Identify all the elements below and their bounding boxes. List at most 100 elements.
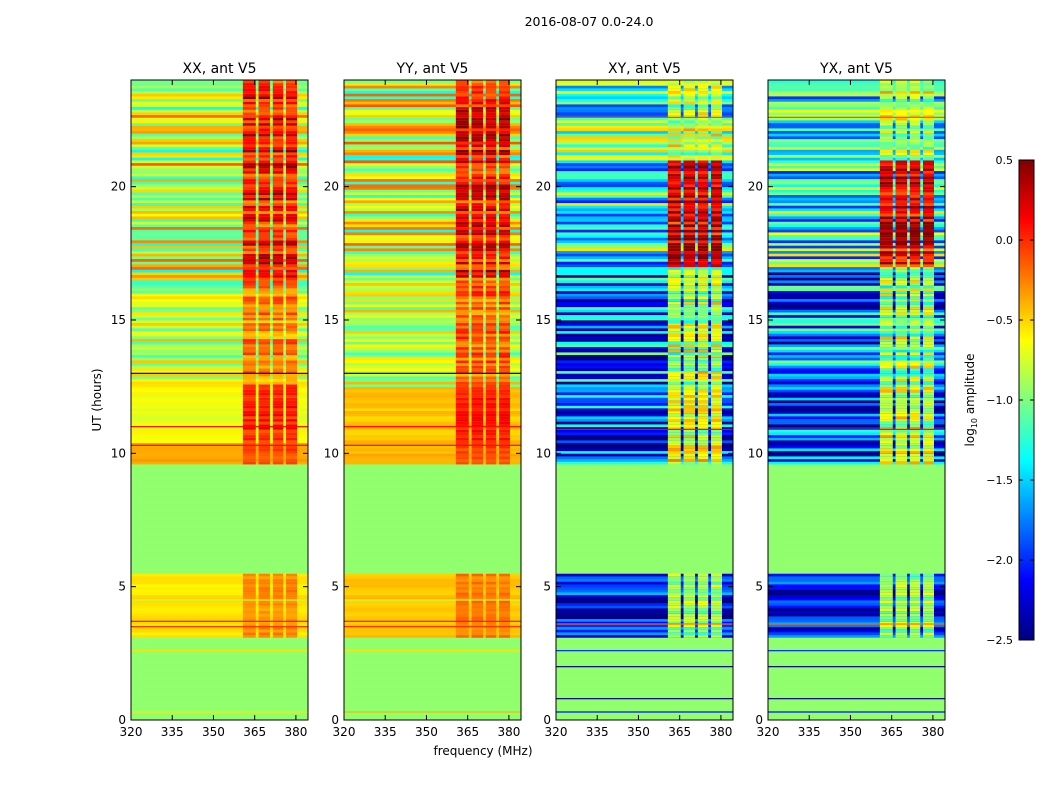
heatmap-row [344, 474, 521, 478]
heatmap-band-cell [923, 352, 935, 356]
heatmap-band-cell [455, 88, 469, 92]
heatmap-band-cell [697, 416, 709, 420]
heatmap-band-cell [485, 306, 497, 310]
heatmap-row [344, 496, 521, 500]
heatmap-band-cell [697, 624, 709, 628]
heatmap-band-cell [667, 402, 681, 406]
heatmap-band-cell [683, 245, 696, 249]
heatmap-band-cell [711, 314, 723, 318]
heatmap-row [344, 301, 521, 305]
heatmap-row [344, 376, 521, 380]
heatmap-band-cell [286, 592, 298, 596]
heatmap-band-cell [471, 608, 484, 612]
heatmap-band-cell [242, 397, 256, 401]
heatmap-band-cell [711, 128, 723, 132]
heatmap-row [768, 309, 945, 313]
heatmap-band-cell [499, 194, 511, 198]
panel-title: XY, ant V5 [608, 61, 681, 77]
heatmap-band-cell [471, 456, 484, 460]
heatmap-row [131, 178, 308, 182]
heatmap-band-cell [667, 629, 681, 633]
heatmap-band-cell [242, 448, 256, 452]
heatmap-row [768, 202, 945, 206]
heatmap-band-cell [909, 168, 921, 172]
heatmap-band-cell [286, 274, 298, 278]
heatmap-row [556, 274, 733, 278]
heatmap-row [344, 186, 521, 190]
heatmap-band-cell [711, 634, 723, 638]
heatmap-band-cell [258, 576, 271, 580]
heatmap-row [556, 152, 733, 156]
heatmap-band-cell [242, 605, 256, 609]
heatmap-row [556, 410, 733, 414]
heatmap-row [344, 586, 521, 590]
heatmap-band-cell [455, 234, 469, 238]
heatmap-row [556, 288, 733, 292]
heatmap-band-cell [272, 624, 284, 628]
heatmap-band-cell [895, 365, 908, 369]
heatmap-band-cell [499, 421, 511, 425]
heatmap-row [768, 605, 945, 609]
heatmap-band-cell [499, 152, 511, 156]
heatmap-band-cell [272, 109, 284, 113]
heatmap-band-cell [286, 397, 298, 401]
heatmap-band-cell [455, 592, 469, 596]
heatmap-line [556, 623, 733, 625]
heatmap-band-cell [909, 320, 921, 324]
heatmap-band-cell [667, 256, 681, 260]
heatmap-band-cell [258, 365, 271, 369]
heatmap-row [768, 357, 945, 361]
heatmap-band-cell [485, 362, 497, 366]
heatmap-band-cell [667, 82, 681, 86]
heatmap-band-cell [286, 304, 298, 308]
heatmap-band-cell [895, 298, 908, 302]
heatmap-band-cell [711, 354, 723, 358]
heatmap-band-cell [909, 256, 921, 260]
heatmap-band-cell [485, 152, 497, 156]
heatmap-band-cell [667, 357, 681, 361]
heatmap-band-cell [485, 194, 497, 198]
heatmap-row [131, 522, 308, 526]
heatmap-band-cell [499, 90, 511, 94]
heatmap-band-cell [272, 416, 284, 420]
heatmap-band-cell [272, 114, 284, 118]
heatmap-band-cell [711, 186, 723, 190]
heatmap-row [344, 520, 521, 524]
heatmap-band-cell [272, 229, 284, 233]
heatmap-band-cell [711, 437, 723, 441]
heatmap-row [556, 277, 733, 281]
heatmap-band-cell [879, 602, 893, 606]
heatmap-band-cell [697, 317, 709, 321]
y-tick-label: 5 [331, 580, 339, 594]
heatmap-row [768, 205, 945, 209]
heatmap-band-cell [923, 152, 935, 156]
heatmap-band-cell [711, 440, 723, 444]
heatmap-band-cell [272, 392, 284, 396]
heatmap-band-cell [909, 146, 921, 150]
heatmap-row [556, 328, 733, 332]
heatmap-row [556, 549, 733, 553]
heatmap-band-cell [923, 616, 935, 620]
y-tick-label: 15 [748, 313, 763, 327]
heatmap-band-cell [683, 605, 696, 609]
heatmap-band-cell [471, 314, 484, 318]
heatmap-band-cell [286, 597, 298, 601]
heatmap-row [768, 392, 945, 396]
heatmap-band-cell [697, 221, 709, 225]
heatmap-band-cell [683, 98, 696, 102]
heatmap-band-cell [286, 258, 298, 262]
heatmap-band-cell [697, 234, 709, 238]
heatmap-band-cell [471, 122, 484, 126]
heatmap-band-cell [667, 392, 681, 396]
heatmap-band-cell [895, 237, 908, 241]
heatmap-band-cell [909, 154, 921, 158]
heatmap-band-cell [711, 144, 723, 148]
heatmap-band-cell [258, 117, 271, 121]
heatmap-band-cell [272, 424, 284, 428]
heatmap-row [344, 162, 521, 166]
heatmap-band-cell [683, 437, 696, 441]
heatmap-row [556, 221, 733, 225]
heatmap-band-cell [286, 384, 298, 388]
heatmap-row [344, 146, 521, 150]
heatmap-band-cell [879, 320, 893, 324]
